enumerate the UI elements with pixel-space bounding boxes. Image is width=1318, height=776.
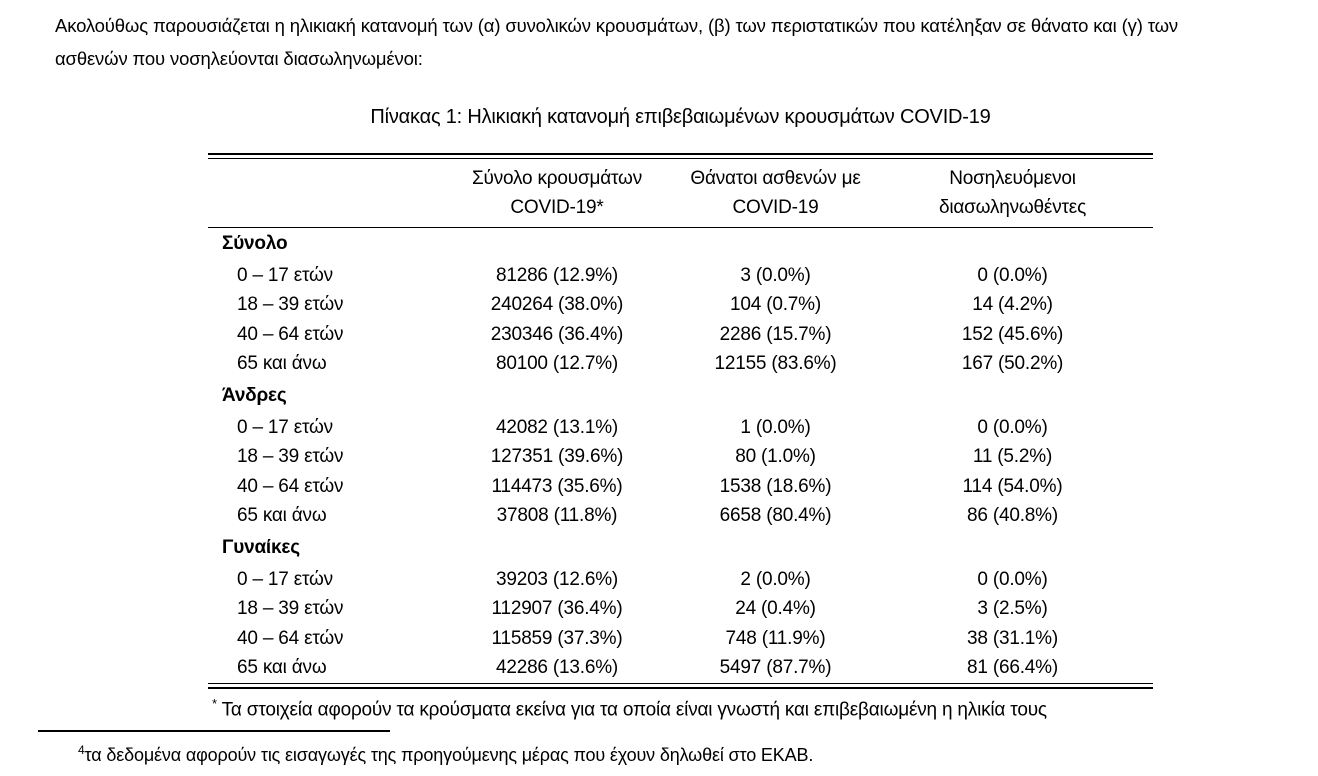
intubated-cell: 11 (5.2%) xyxy=(972,446,1053,468)
deaths-cell: 3 (0.0%) xyxy=(740,264,811,286)
cases-table: Σύνολο κρουσμάτων COVID-19* Θάνατοι ασθε… xyxy=(208,159,1153,683)
cases-cell: 230346 (36.4%) xyxy=(490,323,624,345)
deaths-cell: 104 (0.7%) xyxy=(730,294,821,316)
intubated-cell: 0 (0.0%) xyxy=(977,568,1048,590)
intubated-cell: 3 (2.5%) xyxy=(977,598,1048,620)
deaths-cell: 5497 (87.7%) xyxy=(719,657,832,679)
table-row: 0 – 17 ετών 42082 (13.1%) 1 (0.0%) 0 (0.0%) xyxy=(208,413,1153,443)
intro-line-1: Ακολούθως παρουσιάζεται η ηλικιακή καταν… xyxy=(55,15,1178,36)
age-cell: 65 και άνω xyxy=(237,657,327,679)
col-header-intubated: Νοσηλευόμενοι διασωληνωθέντες xyxy=(872,159,1153,228)
section-label: Σύνολο xyxy=(222,233,288,255)
age-cell: 65 και άνω xyxy=(237,505,327,527)
age-cell: 18 – 39 ετών xyxy=(237,446,344,468)
cases-cell: 127351 (39.6%) xyxy=(490,446,624,468)
table-row: 40 – 64 ετών 115859 (37.3%) 748 (11.9%) 38 … xyxy=(208,624,1153,654)
col-header-cases-line2: COVID-19* xyxy=(510,196,604,218)
section-label: Άνδρες xyxy=(222,385,287,406)
cases-cell: 81286 (12.9%) xyxy=(495,264,619,286)
cases-cell: 114473 (35.6%) xyxy=(491,475,623,497)
col-header-cases: Σύνολο κρουσμάτων COVID-19* xyxy=(435,159,679,228)
deaths-cell: 24 (0.4%) xyxy=(735,598,816,620)
table-section-row: Σύνολο xyxy=(208,227,1153,261)
cases-cell: 80100 (12.7%) xyxy=(495,353,619,375)
table-bottom-rule xyxy=(208,683,1153,689)
intubated-cell: 0 (0.0%) xyxy=(977,416,1048,438)
deaths-cell: 2 (0.0%) xyxy=(740,568,811,590)
section-label: Γυναίκες xyxy=(222,537,300,558)
col-header-cases-line1: Σύνολο κρουσμάτων xyxy=(472,167,642,189)
intubated-cell: 152 (45.6%) xyxy=(961,323,1064,345)
deaths-cell: 1 (0.0%) xyxy=(740,416,811,438)
cases-cell: 112907 (36.4%) xyxy=(491,598,623,620)
age-cell: 0 – 17 ετών xyxy=(237,264,333,286)
table-row: 65 και άνω 37808 (11.8%) 6658 (80.4%) 86 (4… xyxy=(208,502,1153,532)
age-cell: 18 – 39 ετών xyxy=(237,294,344,316)
table-body: Σύνολο 0 – 17 ετών 81286 (12.9%) 3 (0.0%) 0 … xyxy=(208,227,1153,683)
intubated-cell: 38 (31.1%) xyxy=(967,627,1058,649)
age-cell: 18 – 39 ετών xyxy=(237,598,344,620)
col-header-empty xyxy=(208,159,435,228)
cases-cell: 37808 (11.8%) xyxy=(496,505,618,527)
intubated-cell: 81 (66.4%) xyxy=(967,657,1058,679)
col-header-deaths: Θάνατοι ασθενών με COVID-19 xyxy=(679,159,872,228)
table-section-row: Γυναίκες xyxy=(208,531,1153,565)
table-row: 65 και άνω 42286 (13.6%) 5497 (87.7%) 81 (6… xyxy=(208,654,1153,684)
page-footnote: 4τα δεδομένα αφορούν τις εισαγωγές της π… xyxy=(78,743,813,766)
deaths-cell: 6658 (80.4%) xyxy=(719,505,832,527)
deaths-cell: 748 (11.9%) xyxy=(725,627,826,649)
intro-line-2: ασθενών που νοσηλεύονται διασωληνωμένοι: xyxy=(55,48,423,69)
intubated-cell: 167 (50.2%) xyxy=(961,353,1064,375)
cases-table-container: Σύνολο κρουσμάτων COVID-19* Θάνατοι ασθε… xyxy=(208,153,1153,721)
table-row: 18 – 39 ετών 240264 (38.0%) 104 (0.7%) 14 (… xyxy=(208,291,1153,321)
col-header-deaths-line1: Θάνατοι ασθενών με xyxy=(690,167,861,189)
table-section-row: Άνδρες xyxy=(208,379,1153,413)
age-cell: 65 και άνω xyxy=(237,353,327,375)
deaths-cell: 2286 (15.7%) xyxy=(719,323,832,345)
table-header: Σύνολο κρουσμάτων COVID-19* Θάνατοι ασθε… xyxy=(208,159,1153,228)
table-row: 18 – 39 ετών 127351 (39.6%) 80 (1.0%) 11 (5… xyxy=(208,443,1153,473)
table-top-rule xyxy=(208,153,1153,159)
age-cell: 40 – 64 ετών xyxy=(237,475,344,497)
age-cell: 0 – 17 ετών xyxy=(237,568,333,590)
deaths-cell: 1538 (18.6%) xyxy=(719,475,832,497)
table-row: 18 – 39 ετών 112907 (36.4%) 24 (0.4%) 3 (2.… xyxy=(208,595,1153,625)
deaths-cell: 12155 (83.6%) xyxy=(714,353,837,375)
col-header-intubated-line2: διασωληνωθέντες xyxy=(938,196,1087,218)
age-cell: 40 – 64 ετών xyxy=(237,323,344,345)
table-footnote-marker: * xyxy=(212,696,217,711)
table-header-row: Σύνολο κρουσμάτων COVID-19* Θάνατοι ασθε… xyxy=(208,159,1153,228)
age-cell: 40 – 64 ετών xyxy=(237,627,344,649)
table-footnote-text: Τα στοιχεία αφορούν τα κρούσματα εκείνα … xyxy=(221,699,1047,721)
col-header-deaths-line2: COVID-19 xyxy=(732,196,819,218)
page-footnote-text: τα δεδομένα αφορούν τις εισαγωγές της πρ… xyxy=(84,745,814,765)
cases-cell: 240264 (38.0%) xyxy=(490,294,624,316)
cases-cell: 42286 (13.6%) xyxy=(495,657,619,679)
table-title: Πίνακας 1: Ηλικιακή κατανομή επιβεβαιωμέ… xyxy=(370,106,991,128)
age-cell: 0 – 17 ετών xyxy=(237,416,333,438)
table-row: 40 – 64 ετών 230346 (36.4%) 2286 (15.7%) 15… xyxy=(208,320,1153,350)
table-row: 0 – 17 ετών 39203 (12.6%) 2 (0.0%) 0 (0.0%) xyxy=(208,565,1153,595)
table-row: 40 – 64 ετών 114473 (35.6%) 1538 (18.6%) 11… xyxy=(208,472,1153,502)
intubated-cell: 14 (4.2%) xyxy=(972,294,1053,316)
page-footnote-rule xyxy=(38,730,390,732)
table-footnote: * Τα στοιχεία αφορούν τα κρούσματα εκείν… xyxy=(208,689,1153,721)
intubated-cell: 114 (54.0%) xyxy=(962,475,1063,497)
cases-cell: 115859 (37.3%) xyxy=(491,627,623,649)
cases-cell: 42082 (13.1%) xyxy=(495,416,619,438)
intro-paragraph: Ακολούθως παρουσιάζεται η ηλικιακή καταν… xyxy=(55,9,1305,75)
col-header-intubated-line1: Νοσηλευόμενοι xyxy=(949,167,1076,189)
deaths-cell: 80 (1.0%) xyxy=(735,446,816,468)
intubated-cell: 0 (0.0%) xyxy=(977,264,1048,286)
page-footnote-marker: 4 xyxy=(78,743,85,757)
cases-cell: 39203 (12.6%) xyxy=(495,568,619,590)
intubated-cell: 86 (40.8%) xyxy=(967,505,1058,527)
table-row: 0 – 17 ετών 81286 (12.9%) 3 (0.0%) 0 (0.0%) xyxy=(208,261,1153,291)
table-row: 65 και άνω 80100 (12.7%) 12155 (83.6%) 167 … xyxy=(208,350,1153,380)
